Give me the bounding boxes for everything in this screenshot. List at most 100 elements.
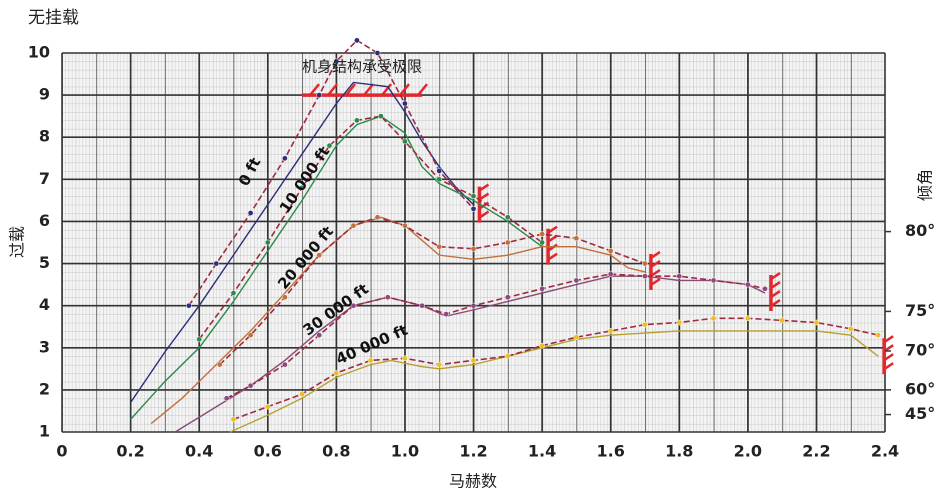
data-point xyxy=(470,357,477,364)
data-point xyxy=(504,239,511,246)
data-point xyxy=(367,357,374,364)
y-tick-label: 2 xyxy=(39,379,50,398)
data-point xyxy=(642,321,648,328)
data-point xyxy=(299,391,305,397)
y-tick-label: 8 xyxy=(39,127,50,146)
data-point xyxy=(316,92,323,98)
measured-line xyxy=(198,115,543,340)
limit-hatch xyxy=(547,234,558,243)
data-point xyxy=(354,117,360,124)
data-point xyxy=(436,168,443,174)
data-point xyxy=(282,294,288,301)
data-point xyxy=(402,100,408,107)
y-tick-label: 7 xyxy=(39,169,50,188)
series-line xyxy=(130,81,474,403)
limit-marker xyxy=(882,335,894,375)
limit-marker xyxy=(769,271,781,312)
limit-hatch xyxy=(363,83,375,96)
data-point xyxy=(443,311,449,317)
x-tick-label: 2.4 xyxy=(871,442,899,461)
data-point xyxy=(402,222,408,229)
data-point xyxy=(247,210,254,216)
limit-hatch xyxy=(309,83,321,96)
x-tick-label: 1.2 xyxy=(459,442,487,461)
x-tick-label: 1.4 xyxy=(528,442,556,461)
data-point xyxy=(216,361,223,368)
limit-hatch xyxy=(478,192,490,201)
y2-tick-label: 80° xyxy=(905,221,935,240)
data-point xyxy=(539,342,545,349)
data-point xyxy=(436,361,443,368)
limit-hatch xyxy=(883,344,894,353)
y2-tick-label: 75° xyxy=(905,301,935,320)
data-point xyxy=(196,336,203,343)
structural-limit-label: 机身结构承受极限 xyxy=(302,58,422,76)
data-point xyxy=(676,319,683,326)
data-point xyxy=(384,294,391,301)
limit-hatch xyxy=(547,243,558,252)
data-point xyxy=(230,416,237,423)
series-line xyxy=(174,275,766,433)
limit-marker xyxy=(649,250,661,290)
limit-hatch xyxy=(650,277,661,287)
data-point xyxy=(470,205,477,212)
y2-axis-label: 倾角 xyxy=(916,169,935,201)
limit-hatch xyxy=(478,183,490,192)
data-point xyxy=(282,155,288,162)
limit-hatch xyxy=(399,83,411,96)
x-tick-label: 0.2 xyxy=(116,442,144,461)
data-point xyxy=(213,260,220,267)
limit-hatch xyxy=(883,335,894,344)
data-point xyxy=(762,285,768,292)
x-tick-label: 0.4 xyxy=(185,442,213,461)
data-point xyxy=(573,277,580,284)
limit-hatch xyxy=(883,353,894,362)
data-point xyxy=(676,273,683,280)
data-point xyxy=(247,332,254,338)
data-point xyxy=(470,302,477,309)
data-point xyxy=(223,395,230,402)
y2-tick-label: 45° xyxy=(905,404,935,423)
y-tick-label: 10 xyxy=(28,43,50,62)
x-tick-label: 2.0 xyxy=(734,442,762,461)
limit-hatch xyxy=(547,225,558,234)
y-tick-label: 9 xyxy=(39,85,50,104)
y-axis-label: 过载 xyxy=(8,226,27,258)
data-point xyxy=(642,260,648,267)
data-point xyxy=(378,113,384,120)
x-tick-label: 0.8 xyxy=(322,442,350,461)
limit-hatch xyxy=(547,252,558,261)
limit-hatch xyxy=(381,83,393,96)
data-point xyxy=(402,355,408,362)
data-point xyxy=(374,214,381,221)
data-point xyxy=(419,302,425,309)
data-point xyxy=(264,403,271,410)
limit-hatch xyxy=(417,83,429,96)
data-point xyxy=(504,294,511,301)
data-point xyxy=(710,277,717,284)
data-point xyxy=(573,235,580,242)
x-axis-label: 马赫数 xyxy=(449,472,497,491)
data-point xyxy=(436,176,443,183)
data-point xyxy=(607,271,614,277)
x-tick-label: 2.2 xyxy=(802,442,830,461)
limit-hatch xyxy=(770,289,781,299)
data-point xyxy=(573,334,580,341)
data-point xyxy=(779,317,785,324)
data-point xyxy=(539,231,545,237)
data-point xyxy=(504,214,511,221)
data-point xyxy=(875,332,881,338)
data-point xyxy=(607,248,614,254)
limit-hatch xyxy=(883,362,894,371)
y-tick-label: 4 xyxy=(39,295,50,314)
data-point xyxy=(350,302,357,309)
data-point xyxy=(710,315,717,322)
series-line xyxy=(130,115,543,420)
data-point xyxy=(186,302,192,309)
limit-hatch xyxy=(650,250,661,260)
data-point xyxy=(539,285,545,292)
data-point xyxy=(350,222,357,229)
data-point xyxy=(504,353,511,360)
data-point xyxy=(333,58,340,65)
